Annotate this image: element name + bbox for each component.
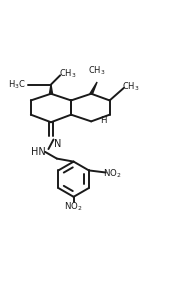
Text: H$_3$C: H$_3$C [8,78,26,91]
Polygon shape [90,82,97,94]
Text: NO$_2$: NO$_2$ [103,167,122,180]
Text: HN: HN [31,147,46,156]
Text: N: N [54,139,61,149]
Text: CH$_3$: CH$_3$ [88,65,106,77]
Text: NO$_2$: NO$_2$ [64,201,83,213]
Polygon shape [50,85,53,94]
Text: CH$_3$: CH$_3$ [122,80,140,93]
Text: H: H [101,116,107,125]
Text: CH$_3$: CH$_3$ [59,67,77,80]
